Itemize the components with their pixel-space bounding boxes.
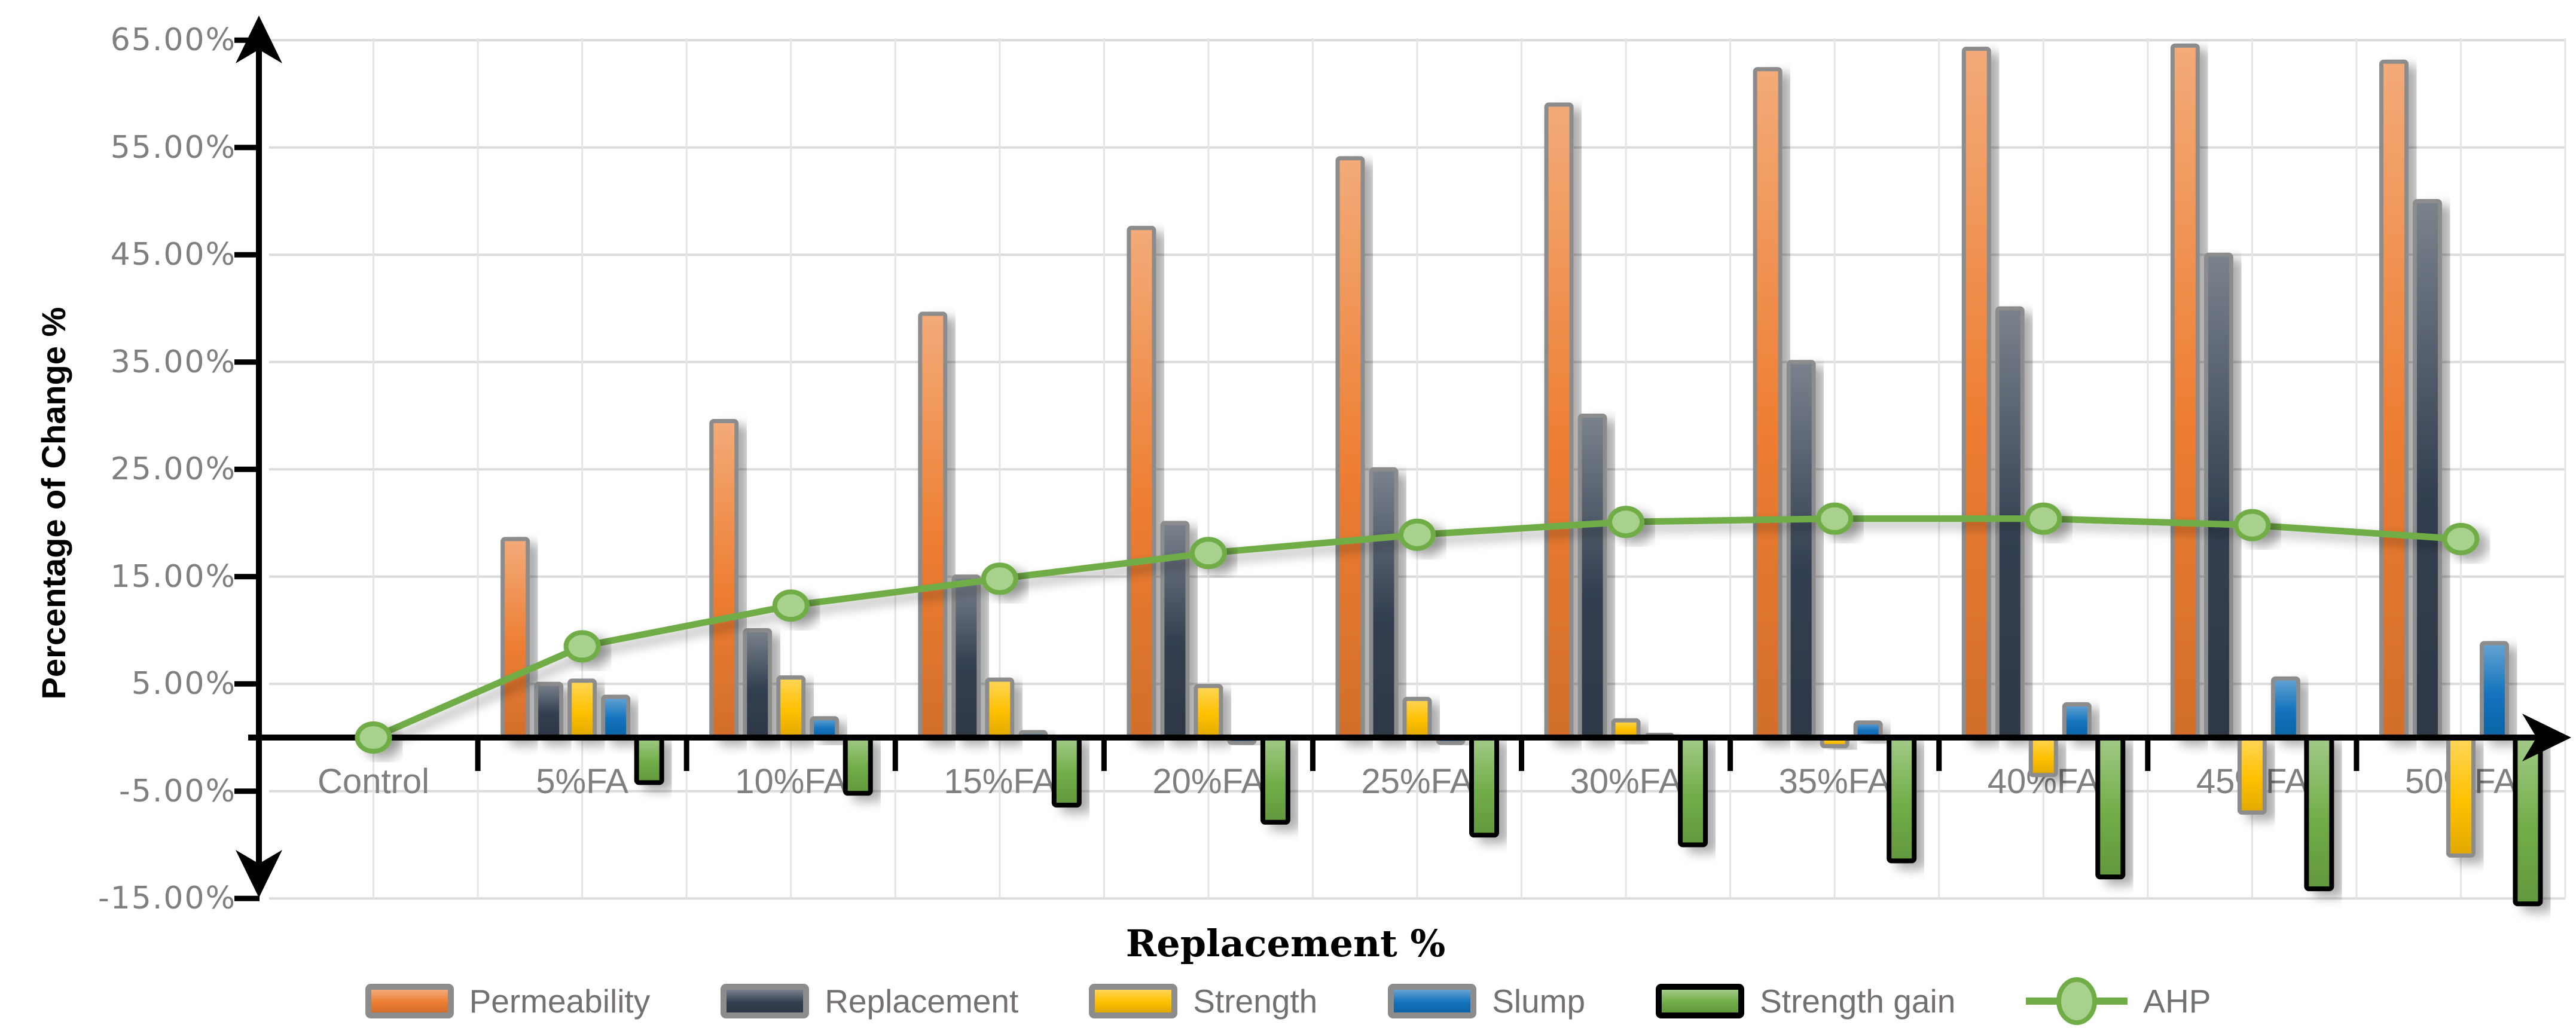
- bar-permeability-45-fa: [2170, 43, 2200, 740]
- legend-swatch-icon: [1089, 984, 1178, 1018]
- legend-swatch-icon: [365, 984, 454, 1018]
- legend-swatch-icon: [721, 984, 810, 1018]
- bar-strength-45-fa: [2237, 735, 2267, 815]
- ahp-marker-45-fa: [2233, 509, 2271, 541]
- bar-replacement-35-fa: [1786, 360, 1816, 740]
- bar-permeability-5-fa: [500, 537, 530, 740]
- bar-slump-50-fa: [2479, 641, 2509, 740]
- y-tick-label: 65.00%: [110, 22, 236, 59]
- legend-item-replacement: Replacement: [721, 982, 1018, 1020]
- y-tick-label: -5.00%: [119, 773, 236, 809]
- bar-strength-gain-10-fa: [843, 735, 873, 796]
- ahp-marker-35-fa: [1816, 502, 1854, 535]
- bar-replacement-10-fa: [743, 628, 773, 740]
- ahp-marker-control: [355, 721, 392, 754]
- bar-strength-gain-45-fa: [2304, 735, 2334, 892]
- legend-item-permeability: Permeability: [365, 982, 651, 1020]
- ahp-marker-50-fa: [2442, 522, 2480, 555]
- legend-item-strength-gain: Strength gain: [1656, 982, 1955, 1020]
- bar-permeability-30-fa: [1544, 102, 1574, 740]
- bar-strength-10-fa: [776, 675, 806, 740]
- bar-permeability-40-fa: [1961, 47, 1991, 740]
- y-tick-label: 5.00%: [131, 666, 236, 702]
- bar-strength-gain-15-fa: [1051, 735, 1082, 808]
- y-tick-label: -15.00%: [97, 880, 236, 917]
- bar-replacement-50-fa: [2412, 199, 2442, 740]
- x-axis-title: Replacement %: [1125, 922, 1446, 965]
- ahp-marker-25-fa: [1399, 518, 1436, 551]
- bar-strength-gain-50-fa: [2513, 735, 2543, 907]
- ahp-marker-5-fa: [563, 630, 601, 663]
- legend-label: Permeability: [469, 983, 651, 1020]
- x-category-label: 5%FA: [536, 762, 628, 801]
- x-category-label: 25%FA: [1361, 762, 1473, 801]
- x-category-label: 15%FA: [944, 762, 1056, 801]
- bar-strength-50-fa: [2446, 735, 2476, 858]
- legend-label: Strength gain: [1760, 983, 1956, 1020]
- ahp-marker-30-fa: [1607, 506, 1645, 539]
- bar-slump-40-fa: [2062, 702, 2092, 740]
- bar-strength-15-fa: [985, 677, 1015, 740]
- legend-swatch-icon: [1656, 984, 1745, 1018]
- legend-item-ahp: AHP: [2026, 975, 2211, 1027]
- bar-permeability-10-fa: [709, 419, 739, 740]
- legend-line-marker-icon: [2026, 977, 2128, 1025]
- legend-label: AHP: [2143, 983, 2211, 1020]
- bar-permeability-15-fa: [918, 311, 948, 740]
- y-tick-label: 35.00%: [110, 344, 236, 380]
- bar-strength-gain-30-fa: [1678, 735, 1708, 848]
- bar-strength-gain-25-fa: [1469, 735, 1499, 838]
- x-category-label: 35%FA: [1778, 762, 1891, 801]
- bar-strength-gain-40-fa: [2095, 735, 2126, 880]
- legend-label: Replacement: [825, 983, 1019, 1020]
- bar-slump-5-fa: [601, 695, 631, 740]
- y-axis-up-arrow: [236, 16, 282, 63]
- bar-replacement-15-fa: [951, 574, 981, 740]
- bar-permeability-20-fa: [1127, 225, 1156, 740]
- bar-strength-20-fa: [1194, 684, 1223, 740]
- bar-permeability-50-fa: [2379, 59, 2409, 740]
- bar-strength-gain-20-fa: [1260, 735, 1290, 825]
- bar-permeability-35-fa: [1753, 67, 1783, 740]
- bar-strength-gain-5-fa: [634, 735, 664, 785]
- bar-replacement-40-fa: [1995, 306, 2025, 740]
- bar-strength-gain-35-fa: [1887, 735, 1917, 864]
- legend-item-strength: Strength: [1089, 982, 1317, 1020]
- y-tick-label: 25.00%: [110, 451, 236, 488]
- x-category-label: 10%FA: [735, 762, 847, 801]
- x-axis-arrow: [2522, 714, 2571, 761]
- legend: Permeability Replacement Strength Slump Stre…: [0, 975, 2576, 1027]
- bar-strength-5-fa: [567, 678, 597, 740]
- bar-permeability-25-fa: [1335, 156, 1365, 740]
- ahp-marker-15-fa: [981, 562, 1018, 595]
- x-category-label: 30%FA: [1570, 762, 1682, 801]
- ahp-marker-20-fa: [1189, 537, 1227, 570]
- y-tick-label: 55.00%: [110, 129, 236, 166]
- bar-replacement-45-fa: [2203, 252, 2233, 740]
- y-tick-label: 15.00%: [110, 558, 236, 595]
- legend-item-slump: Slump: [1388, 982, 1585, 1020]
- bar-strength-25-fa: [1402, 696, 1432, 740]
- x-category-label: 20%FA: [1152, 762, 1265, 801]
- bar-slump-45-fa: [2270, 676, 2300, 740]
- ahp-marker-10-fa: [772, 589, 810, 622]
- x-category-label: Control: [318, 762, 430, 801]
- legend-swatch-icon: [1388, 984, 1477, 1018]
- bar-strength-40-fa: [2028, 735, 2058, 778]
- ahp-marker-40-fa: [2025, 502, 2062, 535]
- bar-replacement-5-fa: [534, 681, 564, 740]
- y-axis-down-arrow: [236, 850, 282, 898]
- bar-replacement-25-fa: [1369, 467, 1399, 740]
- y-tick-label: 45.00%: [110, 237, 236, 273]
- legend-label: Slump: [1492, 983, 1586, 1020]
- bar-replacement-30-fa: [1577, 414, 1607, 740]
- legend-label: Strength: [1193, 983, 1318, 1020]
